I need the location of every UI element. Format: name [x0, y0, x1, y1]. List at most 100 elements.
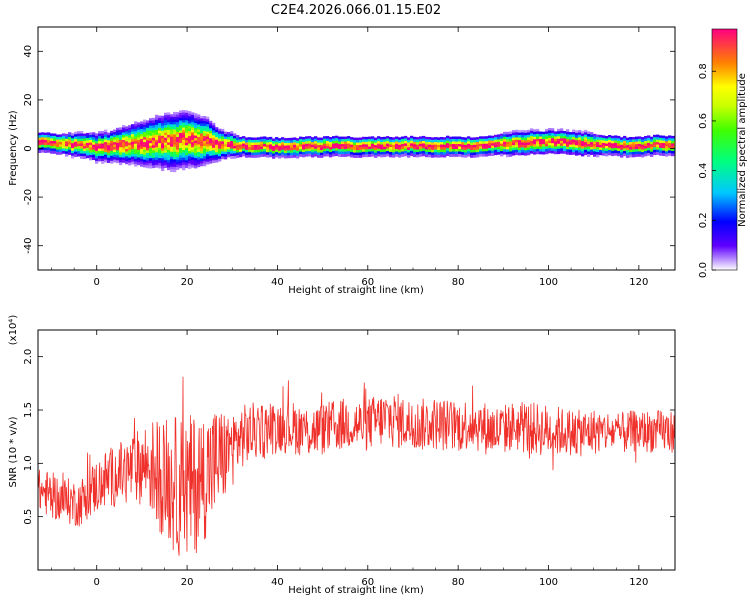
heatmap-cell — [47, 147, 51, 151]
heatmap-cell — [494, 139, 498, 143]
heatmap-cell — [224, 156, 228, 160]
heatmap-cell — [203, 123, 207, 127]
heatmap-cell — [179, 120, 183, 124]
heatmap-cell — [533, 144, 537, 148]
heatmap-cell — [44, 142, 48, 146]
heatmap-cell — [620, 154, 624, 158]
heatmap-cell — [173, 134, 177, 138]
heatmap-cell — [320, 140, 324, 143]
heatmap-cell — [449, 144, 453, 147]
heatmap-cell — [560, 145, 564, 149]
heatmap-cell — [560, 135, 564, 139]
heatmap-cell — [425, 146, 429, 150]
heatmap-cell — [530, 148, 534, 152]
heatmap-cell — [188, 161, 192, 164]
heatmap-cell — [71, 135, 75, 139]
heatmap-cell — [479, 141, 483, 145]
heatmap-cell — [119, 154, 123, 158]
heatmap-cell — [47, 142, 51, 146]
heatmap-cell — [41, 149, 45, 153]
heatmap-cell — [293, 144, 297, 148]
heatmap-cell — [614, 135, 618, 139]
heatmap-cell — [176, 137, 180, 140]
heatmap-cell — [266, 147, 270, 151]
heatmap-cell — [539, 151, 543, 155]
x-tick-label: 20 — [181, 277, 194, 288]
heatmap-cell — [95, 133, 99, 137]
heatmap-cell — [65, 143, 69, 147]
x-tick-label: 40 — [271, 577, 284, 588]
heatmap-cell — [506, 134, 510, 138]
heatmap-cell — [542, 141, 546, 145]
colorbar-frame — [711, 28, 738, 271]
heatmap-cell — [215, 137, 219, 140]
heatmap-cell — [245, 154, 249, 158]
heatmap-cell — [185, 132, 189, 136]
heatmap-cell — [146, 130, 150, 134]
heatmap-cell — [203, 118, 207, 122]
heatmap-cell — [605, 153, 609, 157]
heatmap-cell — [302, 147, 306, 150]
heatmap-cell — [596, 134, 600, 138]
heatmap-cell — [209, 160, 213, 164]
heatmap-cell — [182, 117, 186, 121]
heatmap-cell — [602, 147, 606, 151]
heatmap-cell — [218, 133, 222, 137]
heatmap-cell — [197, 156, 201, 160]
heatmap-cell — [290, 152, 294, 156]
heatmap-cell — [149, 143, 153, 146]
heatmap-cell — [179, 148, 183, 151]
heatmap-cell — [317, 147, 321, 151]
heatmap-cell — [125, 133, 129, 137]
heatmap-cell — [131, 139, 135, 142]
heatmap-cell — [227, 154, 231, 158]
heatmap-cell — [242, 141, 246, 144]
heatmap-cell — [470, 142, 474, 146]
heatmap-cell — [86, 155, 90, 159]
heatmap-cell — [608, 147, 612, 151]
heatmap-cell — [560, 130, 564, 134]
heatmap-cell — [200, 120, 204, 124]
heatmap-cell — [281, 149, 285, 153]
heatmap-cell — [104, 137, 108, 140]
heatmap-cell — [56, 142, 60, 145]
heatmap-cell — [131, 124, 135, 127]
heatmap-cell — [146, 135, 150, 139]
heatmap-cell — [389, 152, 393, 155]
heatmap-cell — [218, 151, 222, 154]
heatmap-cell — [293, 139, 297, 143]
heatmap-cell — [158, 153, 162, 156]
heatmap-cell — [176, 124, 180, 128]
heatmap-cell — [134, 143, 138, 147]
heatmap-cell — [191, 164, 195, 168]
heatmap-cell — [302, 149, 306, 153]
heatmap-cell — [197, 146, 201, 150]
heatmap-cell — [623, 150, 627, 154]
heatmap-cell — [176, 162, 180, 165]
heatmap-cell — [203, 133, 207, 137]
heatmap-cell — [227, 142, 231, 145]
heatmap-cell — [170, 154, 174, 157]
heatmap-cell — [563, 131, 567, 134]
heatmap-cell — [470, 147, 474, 151]
heatmap-cell — [608, 137, 612, 141]
heatmap-cell — [179, 150, 183, 154]
heatmap-cell — [170, 169, 174, 172]
heatmap-cell — [77, 136, 81, 139]
snr-series-line — [38, 376, 675, 556]
heatmap-cell — [362, 149, 366, 153]
heatmap-cell — [317, 155, 321, 158]
heatmap-cell — [38, 145, 42, 148]
heatmap-cell — [278, 153, 282, 156]
heatmap-cell — [119, 142, 123, 146]
heatmap-cell — [161, 130, 165, 134]
heatmap-cell — [404, 153, 408, 157]
heatmap-cell — [95, 153, 99, 157]
heatmap-cell — [95, 140, 99, 144]
heatmap-cell — [152, 145, 156, 149]
heatmap-cell — [494, 134, 498, 138]
heatmap-cell — [545, 141, 549, 145]
heatmap-cell — [191, 147, 195, 151]
heatmap-cell — [410, 153, 414, 157]
heatmap-cell — [275, 139, 279, 143]
